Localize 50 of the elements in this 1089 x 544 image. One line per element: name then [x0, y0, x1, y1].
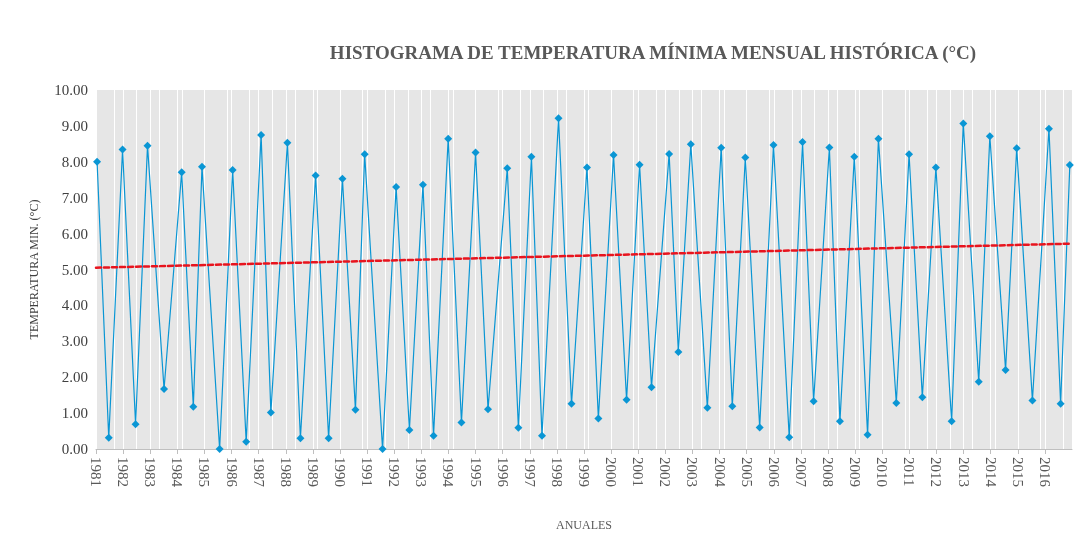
- x-tick-label: 1991: [359, 457, 376, 487]
- y-tick-label: 0.00: [61, 441, 88, 457]
- y-tick-label: 8.00: [61, 153, 88, 170]
- x-tick-label: 2014: [982, 457, 999, 488]
- x-tick-label: 1998: [548, 457, 565, 487]
- x-tick-label: 1997: [521, 457, 538, 488]
- x-tick-label: 1995: [467, 457, 484, 487]
- x-tick-label: 1994: [440, 457, 457, 488]
- x-tick-label: 2005: [738, 457, 755, 487]
- x-tick-label: 2016: [1036, 457, 1053, 488]
- x-tick-label: 1985: [196, 457, 213, 487]
- y-tick-label: 1.00: [61, 405, 88, 422]
- x-tick-label: 1982: [115, 457, 132, 487]
- x-tick-label: 1987: [250, 457, 267, 488]
- x-axis-title: ANUALES: [556, 518, 612, 532]
- y-tick-label: 2.00: [61, 369, 88, 386]
- y-tick-label: 9.00: [61, 117, 88, 134]
- y-tick-label: 6.00: [61, 225, 88, 242]
- x-tick-label: 2006: [765, 457, 782, 488]
- x-tick-label: 1992: [386, 457, 403, 487]
- x-tick-label: 1996: [494, 457, 511, 488]
- x-tick-label: 1989: [304, 457, 321, 487]
- x-tick-label: 2003: [684, 457, 701, 487]
- x-tick-label: 2011: [901, 457, 918, 487]
- x-tick-label: 2004: [711, 457, 728, 488]
- x-tick-label: 2013: [955, 457, 972, 487]
- x-tick-label: 1993: [413, 457, 430, 487]
- x-tick-label: 2009: [847, 457, 864, 487]
- x-tick-label: 1981: [88, 457, 104, 487]
- y-tick-label: 3.00: [61, 333, 88, 350]
- y-tick-label: 4.00: [61, 297, 88, 314]
- x-tick-label: 1984: [169, 457, 186, 488]
- x-tick-label: 1986: [223, 457, 240, 488]
- x-tick-label: 2015: [1009, 457, 1026, 487]
- x-tick-label: 2000: [603, 457, 620, 487]
- x-tick-label: 1983: [142, 457, 159, 487]
- x-tick-label: 2002: [657, 457, 674, 487]
- chart-title: HISTOGRAMA DE TEMPERATURA MÍNIMA MENSUAL HISTÓRICA (°C): [329, 42, 977, 64]
- x-tick-label: 1988: [277, 457, 294, 487]
- x-tick-label: 2010: [874, 457, 891, 487]
- x-tick-label: 2012: [928, 457, 945, 487]
- x-tick-label: 2007: [792, 457, 809, 488]
- x-tick-label: 2001: [630, 457, 647, 487]
- y-tick-label: 7.00: [61, 189, 88, 206]
- y-tick-label: 5.00: [61, 261, 88, 278]
- x-tick-label: 1999: [576, 457, 592, 487]
- y-axis-title: TEMPERATURA MIN. (°C): [27, 199, 41, 340]
- x-tick-label: 1990: [332, 457, 348, 487]
- x-tick-label: 2008: [820, 457, 836, 487]
- y-tick-label: 10.00: [54, 82, 88, 98]
